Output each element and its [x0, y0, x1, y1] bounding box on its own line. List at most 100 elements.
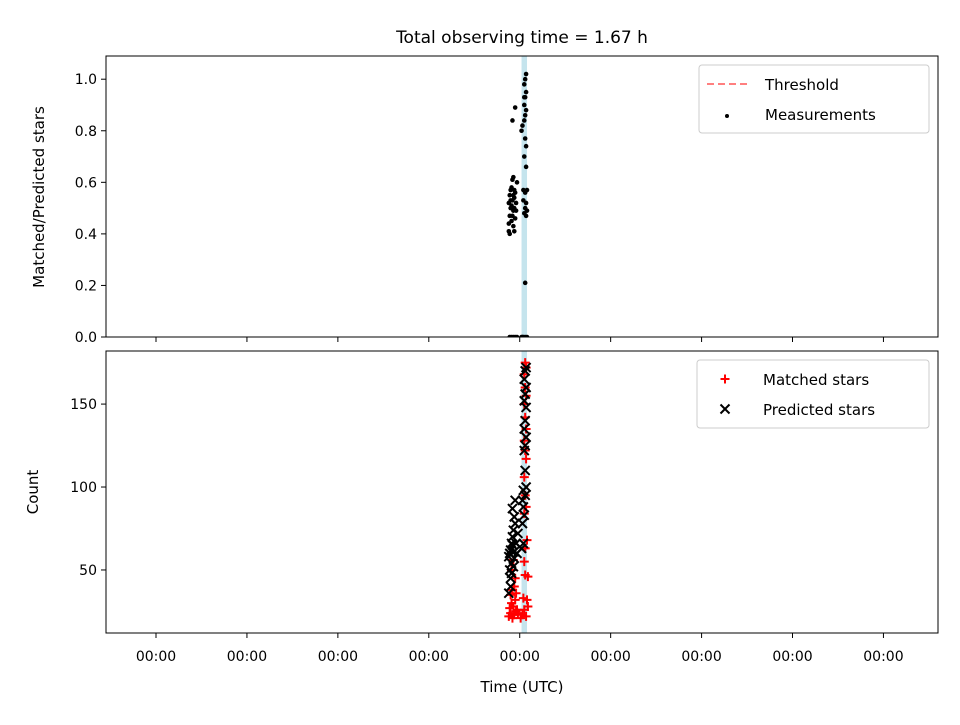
measurement-point [513, 200, 519, 206]
predicted-star-point [519, 510, 530, 521]
measurement-point [523, 107, 529, 113]
predicted-star-point [509, 511, 520, 523]
matched-star-point [521, 611, 531, 621]
measurement-point [509, 218, 514, 224]
axes-frame [105, 55, 939, 338]
x-tick-label: 00:00 [500, 649, 540, 665]
measurement-point [523, 89, 529, 95]
legend-label: Threshold [764, 76, 839, 94]
top-y-axis-label: Matched/Predicted stars [30, 106, 48, 288]
measurement-point [514, 180, 520, 185]
legend-matched-marker [720, 374, 730, 384]
measurement-point [521, 102, 527, 108]
measurement-point [519, 128, 524, 134]
measurement-point [523, 164, 529, 170]
predicted-star-point [509, 546, 520, 557]
predicted-star-point [519, 373, 530, 385]
matched-star-point [522, 595, 532, 605]
legend-label: Matched stars [763, 371, 869, 389]
measurement-point [510, 118, 515, 123]
x-tick-label: 00:00 [772, 649, 812, 665]
matched-star-point [519, 557, 529, 567]
x-tick-label: 00:00 [318, 649, 358, 665]
predicted-star-point [519, 415, 531, 426]
measurement-point [512, 105, 518, 110]
measurement-point [512, 216, 518, 221]
x-tick-label: 00:00 [863, 649, 903, 665]
predicted-star-point [518, 538, 529, 549]
legend-box [696, 359, 930, 429]
measurement-point [511, 223, 516, 229]
y-tick-label: 0.2 [75, 278, 97, 294]
legend-label: Predicted stars [763, 401, 875, 419]
measurement-point [508, 187, 513, 193]
predicted-star-point [520, 481, 532, 493]
measurement-point [520, 123, 525, 128]
y-tick-label: 1.0 [75, 72, 97, 88]
measurement-point [521, 210, 527, 216]
predicted-star-point [518, 501, 529, 513]
predicted-star-point [517, 518, 528, 529]
measurement-point [521, 94, 527, 100]
legend: Matched stars Predicted stars [696, 359, 930, 429]
measurement-point [521, 154, 527, 159]
predicted-star-point [508, 561, 519, 572]
predicted-star-point [507, 503, 518, 514]
matched-star-point [521, 454, 531, 464]
measurement-point [513, 208, 519, 213]
measurement-point [522, 280, 528, 286]
threshold-band [521, 56, 528, 337]
y-tick-label: 100 [70, 480, 97, 496]
legend-measurement-marker [725, 114, 729, 118]
predicted-star-point [520, 432, 532, 443]
measurement-point [511, 174, 516, 180]
measurement-point [522, 112, 528, 118]
legend-label: Measurements [765, 106, 876, 124]
predicted-star-point [519, 365, 531, 377]
x-tick-label: 00:00 [590, 649, 630, 665]
measurement-point [522, 76, 528, 82]
measurement-point [523, 71, 529, 77]
axes-frame [105, 350, 939, 634]
measurement-point [514, 334, 520, 337]
y-tick-label: 0.8 [75, 124, 97, 140]
matched-star-point [519, 472, 529, 482]
bottom-y-axis-label: Count [24, 470, 42, 515]
measurement-point [522, 136, 528, 141]
chart-title: Total observing time = 1.67 h [395, 28, 648, 48]
y-tick-label: 0.0 [75, 330, 97, 346]
legend-box [698, 64, 930, 134]
y-tick-label: 0.6 [75, 175, 97, 191]
x-tick-label: 00:00 [227, 649, 267, 665]
matched-star-point [523, 572, 533, 582]
predicted-star-point [512, 528, 524, 539]
measurement-point [520, 334, 525, 337]
bottom-panel: 50 100 150 00:00 00:00 00:00 00:00 00:00 00:00 00… [70, 350, 939, 665]
x-tick-label: 00:00 [681, 649, 721, 665]
predicted-star-point [506, 538, 517, 549]
y-tick-label: 50 [79, 563, 97, 579]
predicted-star-point [519, 440, 531, 451]
measurement-point [524, 334, 530, 337]
y-tick-label: 150 [70, 397, 97, 413]
legend-predicted-marker [719, 403, 731, 415]
matched-star-point [511, 588, 521, 598]
measurement-point [511, 229, 517, 234]
legend: Threshold Measurements [698, 64, 930, 134]
measurement-point [524, 187, 530, 193]
measurement-point [521, 82, 527, 87]
measurement-point [523, 143, 529, 149]
predicted-star-point [519, 465, 531, 476]
predicted-star-point [520, 382, 532, 393]
predicted-star-point [520, 362, 532, 373]
x-axis-label: Time (UTC) [480, 678, 564, 696]
measurement-point [521, 118, 527, 123]
measurement-point [507, 192, 513, 198]
measurement-point [521, 198, 526, 203]
measurement-point [511, 192, 516, 198]
x-tick-label: 00:00 [136, 649, 176, 665]
predicted-star-point [505, 581, 516, 592]
top-panel: 0.0 0.2 0.4 0.6 0.8 1.0 Threshold Measurements [75, 55, 939, 346]
